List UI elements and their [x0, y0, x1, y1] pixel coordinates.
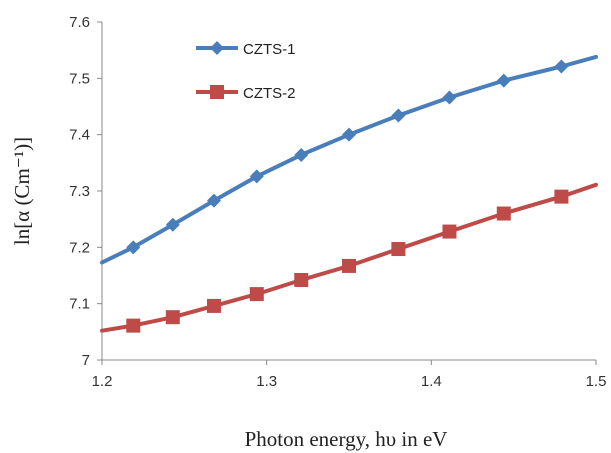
y-tick-label: 7.5 [69, 70, 90, 87]
data-point [496, 206, 511, 221]
data-point [554, 189, 569, 204]
x-tick-label: 1.4 [421, 373, 442, 390]
series-1 [100, 54, 598, 265]
series-line [100, 54, 598, 265]
data-point [126, 240, 141, 255]
legend-marker [210, 41, 224, 55]
legend-label: CZTS-1 [243, 41, 296, 58]
x-tick-label: 1.3 [256, 373, 277, 390]
x-tick-label: 1.2 [92, 373, 113, 390]
legend: CZTS-1 CZTS-2 [196, 41, 296, 102]
data-point [165, 217, 180, 232]
series-layer [100, 54, 598, 333]
y-tick-label: 7.3 [69, 183, 90, 200]
data-point [249, 287, 264, 302]
legend-marker [210, 85, 224, 99]
data-point [391, 108, 406, 123]
axes: 7 7.1 7.2 7.3 7.4 7.5 7.6 1.2 1.3 1.4 1.5 [69, 14, 606, 390]
data-point [496, 73, 511, 88]
data-point [165, 310, 180, 325]
legend-label: CZTS-2 [243, 85, 296, 102]
data-point [342, 258, 356, 273]
data-point [249, 169, 264, 184]
legend-item-1: CZTS-1 [196, 41, 296, 58]
x-tick-label: 1.5 [586, 373, 607, 390]
series-2 [100, 182, 598, 333]
x-axis-title: Photon energy, hυ in eV [245, 427, 448, 451]
data-point [442, 224, 457, 239]
data-point [206, 298, 221, 313]
data-point [342, 127, 356, 142]
data-point [294, 147, 309, 162]
y-tick-label: 7 [82, 352, 90, 369]
data-point [391, 242, 406, 257]
data-point [126, 318, 141, 333]
y-tick-label: 7.4 [69, 127, 90, 144]
y-axis-title: ln[α (Cm⁻¹)] [10, 137, 34, 245]
data-point [554, 59, 569, 74]
y-tick-label: 7.6 [69, 14, 90, 31]
legend-item-2: CZTS-2 [196, 85, 296, 102]
data-point [294, 273, 309, 288]
data-point [442, 90, 457, 105]
series-line [100, 182, 598, 333]
data-point [206, 193, 221, 208]
y-tick-label: 7.1 [69, 296, 90, 313]
y-tick-label: 7.2 [69, 239, 90, 256]
